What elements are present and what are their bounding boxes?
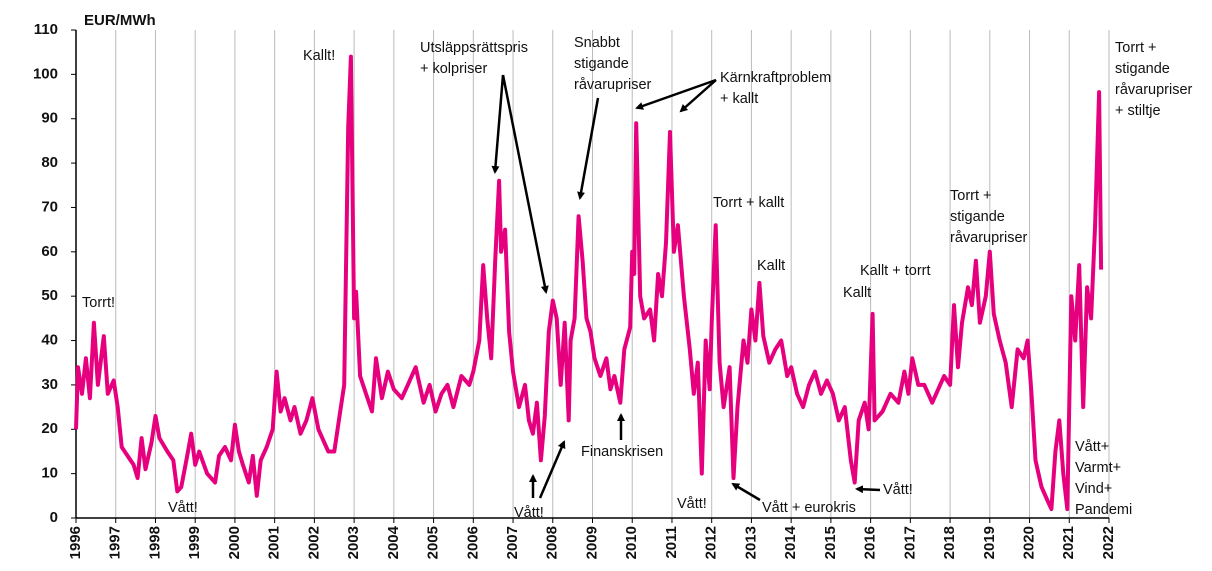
arrow (577, 97, 600, 200)
y-tick-label: 20 (41, 420, 58, 437)
y-tick-label: 100 (33, 65, 58, 82)
annotation: Finanskrisen (581, 444, 663, 460)
x-tick-label: 2010 (623, 526, 640, 559)
annotation: Snabbt (574, 35, 620, 51)
annotation: Kallt! (303, 48, 335, 64)
annotation: Kallt (843, 285, 871, 301)
annotation: Torrt + (1115, 40, 1157, 56)
x-tick-label: 2003 (345, 526, 362, 559)
x-tick-label: 2021 (1060, 526, 1077, 559)
x-tick-label: 1998 (146, 526, 163, 559)
annotation: + stiltje (1115, 103, 1161, 119)
arrow (731, 482, 761, 502)
annotation: + kallt (720, 91, 758, 107)
x-tick-label: 2017 (901, 526, 918, 559)
arrow (679, 79, 717, 113)
annotation: Vind+ (1075, 481, 1112, 497)
x-tick-label: 2012 (703, 526, 720, 559)
x-tick-label: 2004 (385, 525, 402, 559)
x-tick-label: 1997 (107, 526, 124, 559)
annotation: Vått! (514, 505, 544, 521)
x-tick-label: 2015 (822, 526, 839, 559)
y-tick-label: 80 (41, 154, 58, 171)
annotation: råvarupriser (574, 77, 652, 93)
arrow (855, 485, 881, 494)
y-tick-label: 0 (50, 509, 58, 526)
arrow (538, 440, 566, 499)
y-axis-label: EUR/MWh (84, 12, 156, 29)
annotation: + kolpriser (420, 61, 487, 77)
annotation: råvarupriser (1115, 82, 1193, 98)
x-tick-label: 1996 (67, 526, 84, 559)
annotation: råvarupriser (950, 230, 1028, 246)
annotation: stigande (950, 209, 1005, 225)
annotation: stigande (1115, 61, 1170, 77)
y-tick-label: 90 (41, 110, 58, 127)
y-tick-label: 70 (41, 198, 58, 215)
annotation: Vått + eurokris (762, 500, 856, 516)
y-tick-label: 60 (41, 243, 58, 260)
x-tick-label: 2016 (862, 526, 879, 559)
y-tick-label: 110 (34, 21, 58, 38)
annotation: Vått! (883, 482, 913, 498)
x-tick-label: 2018 (941, 526, 958, 559)
x-tick-label: 2019 (981, 526, 998, 559)
x-tick-label: 1999 (186, 526, 203, 559)
x-tick-label: 2013 (742, 526, 759, 559)
x-tick-label: 2020 (1021, 526, 1038, 559)
arrow (501, 74, 549, 294)
annotation: Kallt + torrt (860, 263, 931, 279)
x-tick-label: 2002 (305, 526, 322, 559)
annotation: stigande (574, 56, 629, 72)
annotation: Torrt + (950, 188, 992, 204)
x-tick-label: 2005 (425, 526, 442, 559)
annotation: Vått! (677, 496, 707, 512)
x-tick-label: 2014 (782, 525, 799, 559)
arrow (491, 74, 505, 174)
annotation: Torrt + kallt (713, 195, 784, 211)
x-tick-label: 2000 (226, 526, 243, 559)
x-tick-label: 2009 (583, 526, 600, 559)
x-tick-label: 2001 (266, 526, 283, 559)
y-tick-label: 40 (41, 332, 58, 349)
y-tick-label: 10 (41, 465, 58, 482)
y-tick-label: 30 (41, 376, 58, 393)
x-tick-label: 2011 (663, 526, 680, 559)
annotation: Pandemi (1075, 502, 1132, 518)
x-tick-label: 2007 (504, 526, 521, 559)
annotation: Varmt+ (1075, 460, 1121, 476)
annotation: Torrt! (82, 295, 115, 311)
price-line (74, 54, 1104, 512)
annotation: Utsläppsrättspris (420, 40, 528, 56)
arrow (635, 78, 717, 110)
x-tick-label: 2006 (464, 526, 481, 559)
annotation: Vått+ (1075, 439, 1109, 455)
annotation: Kallt (757, 258, 785, 274)
annotation: Kärnkraftproblem (720, 70, 831, 86)
x-tick-label: 2022 (1100, 526, 1117, 559)
x-tick-label: 2008 (544, 526, 561, 559)
annotation: Vått! (168, 500, 198, 516)
y-tick-label: 50 (41, 287, 58, 304)
